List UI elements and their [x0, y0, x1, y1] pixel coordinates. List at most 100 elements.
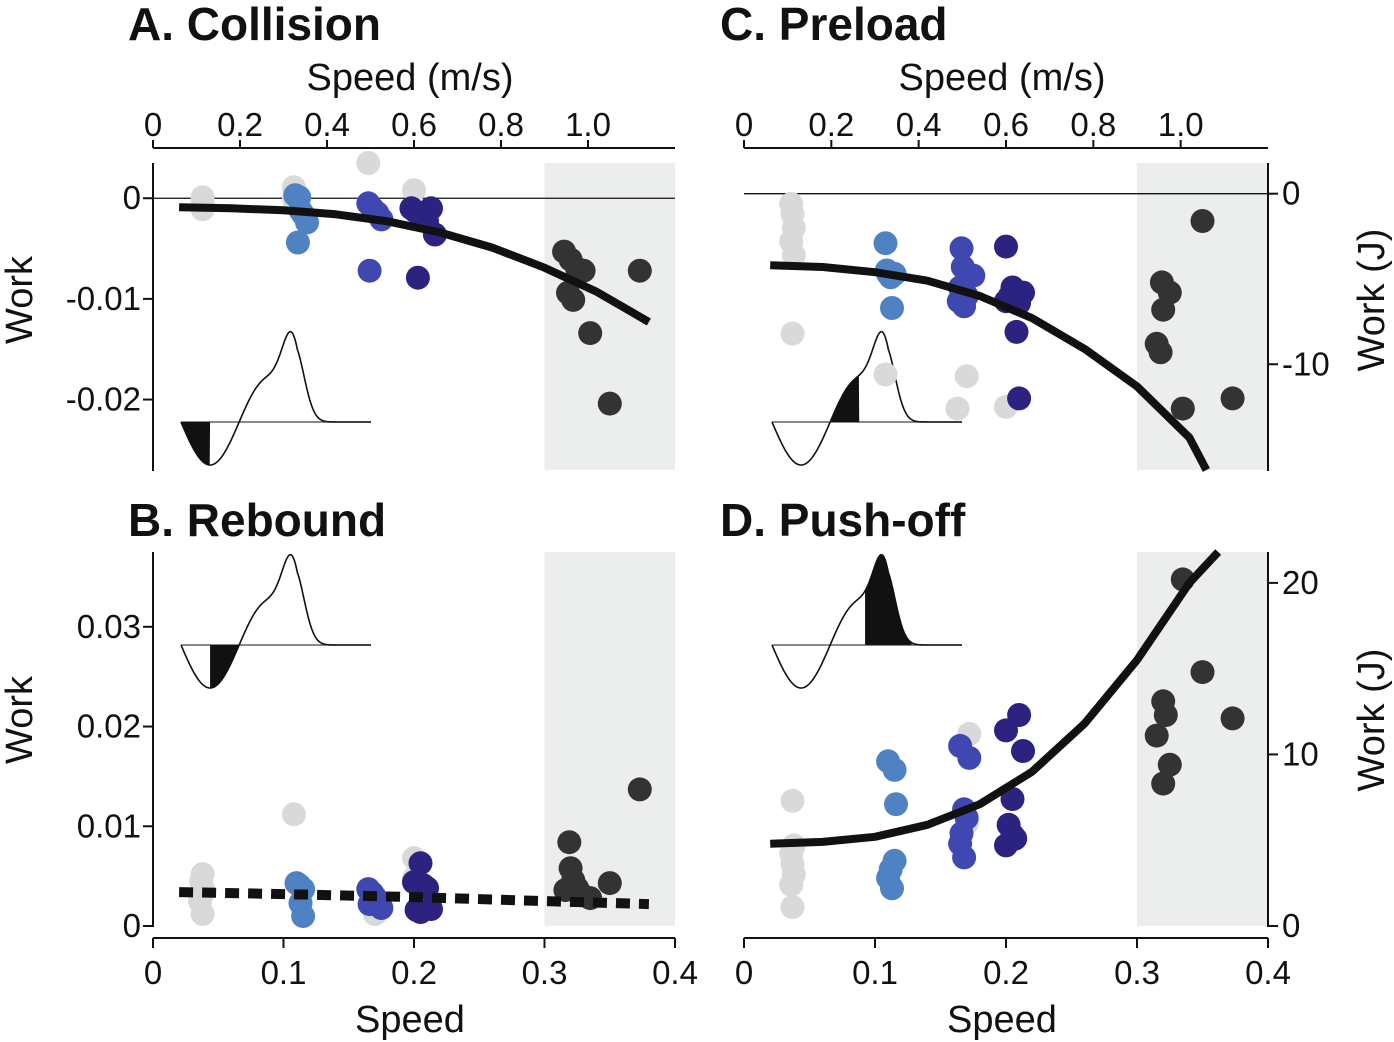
data-point-charcoal: [1190, 209, 1215, 233]
y-tick-label: -0.02: [66, 381, 141, 418]
inset-waveform-collision: [180, 330, 371, 466]
x-tick-label: 0.3: [1114, 954, 1160, 991]
plot-area-rebound: 0 0.01 0.02 0.03 0 0.1 0.2 0.3 0.4: [77, 552, 698, 991]
data-point-charcoal: [1220, 706, 1245, 731]
data-point-dark_blue: [1011, 280, 1035, 305]
data-point-light_gray: [356, 151, 381, 175]
panel-title-collision: A. Collision: [128, 0, 381, 50]
top-tick-label: 0: [735, 106, 753, 143]
panel-collision: A. Collision Speed (m/s) Work 0 -0.01 -0.0…: [0, 0, 675, 471]
y-tick-label: 0: [123, 907, 141, 944]
y-tick-label: 0: [1282, 907, 1300, 944]
data-point-charcoal: [1190, 660, 1215, 685]
data-point-light_gray: [779, 872, 804, 897]
data-point-light_gray: [945, 396, 970, 421]
y-tick-label: 0.02: [77, 708, 141, 745]
inset-highlight-preload: [830, 375, 860, 422]
data-point-dark_blue: [405, 265, 430, 290]
data-point-mid_blue: [952, 294, 977, 319]
panel-title-preload: C. Preload: [720, 0, 948, 50]
top-tick-label: 0.8: [1070, 106, 1116, 143]
y-axis-label-pushoff: Work (J): [1351, 649, 1393, 792]
x-tick-label: 0.4: [1245, 954, 1291, 991]
data-point-light_gray: [402, 178, 426, 203]
fit-curve: [179, 203, 651, 326]
plot-area-preload: 0 -10 0 0.2 0.4 0.6 0.8 1.0: [735, 106, 1330, 472]
top-tick-label: 1.0: [565, 106, 611, 143]
inset-wave-line: [180, 553, 371, 689]
data-point-light_gray: [780, 321, 805, 346]
top-tick-label: 0.8: [478, 106, 524, 143]
inset-waveform-rebound: [180, 553, 371, 689]
data-point-dark_blue: [1004, 319, 1029, 344]
data-point-dark_blue: [408, 851, 433, 876]
x-tick-label: 0: [144, 954, 162, 991]
data-point-charcoal: [1144, 723, 1169, 748]
data-point-light_gray: [281, 802, 306, 827]
top-tick-label: 0.4: [304, 106, 350, 143]
data-point-charcoal: [1170, 396, 1195, 421]
data-point-dark_blue: [994, 718, 1018, 743]
x-tick-label: 0.1: [852, 954, 898, 991]
data-point-mid_blue: [369, 896, 394, 920]
y-tick-label: 10: [1282, 735, 1319, 772]
data-point-charcoal: [627, 777, 652, 802]
top-tick-label: 0: [144, 106, 162, 143]
x-axis-label-pushoff: Speed: [947, 999, 1057, 1041]
data-point-light_gray: [780, 895, 805, 920]
top-tick-label: 1.0: [1158, 106, 1204, 143]
data-point-light_blue: [880, 876, 904, 901]
top-tick-label: 0.2: [217, 106, 263, 143]
inset-wave-line: [771, 553, 962, 689]
inset-waveform-pushoff: [771, 553, 962, 689]
data-point-light_gray: [780, 788, 805, 813]
y-tick-label: 0.01: [77, 807, 141, 844]
inset-wave-line: [180, 330, 371, 466]
inset-highlight-collision: [181, 422, 211, 465]
data-point-dark_blue: [1011, 739, 1035, 763]
data-point-charcoal: [1153, 703, 1178, 727]
panel-title-rebound: B. Rebound: [128, 494, 386, 546]
y-axis-label-collision: Work: [0, 255, 41, 344]
x-tick-label: 0.4: [652, 954, 698, 991]
data-point-mid_blue: [957, 745, 982, 770]
data-point-charcoal: [1157, 280, 1182, 305]
data-point-charcoal: [597, 391, 622, 416]
data-point-charcoal: [578, 321, 603, 346]
plot-area-collision: 0 -0.01 -0.02 0 0.2 0.4 0.6 0.8 1.0: [66, 106, 675, 471]
data-point-charcoal: [571, 258, 596, 283]
x-tick-label: 0.2: [391, 954, 437, 991]
x-axis-label-rebound: Speed: [355, 999, 465, 1041]
top-axis-label-collision: Speed (m/s): [307, 57, 514, 99]
panel-title-pushoff: D. Push-off: [720, 494, 966, 546]
panel-rebound: B. Rebound Work Speed 00.010.020.030 0.1 0…: [0, 494, 698, 1041]
top-tick-label: 0.2: [808, 106, 854, 143]
data-point-charcoal: [1151, 771, 1176, 796]
data-point-charcoal: [557, 830, 582, 855]
fit-curve: [770, 261, 1210, 472]
top-axis-label-preload: Speed (m/s): [899, 57, 1106, 99]
data-point-dark_blue: [1007, 386, 1032, 411]
data-point-mid_blue: [357, 258, 382, 283]
data-point-light_blue: [285, 230, 310, 255]
data-point-light_blue: [884, 792, 908, 817]
data-point-charcoal: [597, 871, 622, 896]
y-axis-label-preload: Work (J): [1351, 229, 1393, 372]
y-tick-label: 0: [1282, 175, 1300, 212]
y-tick-label: 0: [123, 179, 141, 216]
data-point-light_blue: [882, 757, 907, 782]
inset-waveform-preload: [771, 330, 962, 466]
y-tick-label: -0.01: [66, 280, 141, 317]
inset-wave-line: [771, 330, 962, 466]
data-point-dark_blue: [994, 234, 1018, 259]
fit-curve: [770, 549, 1222, 848]
inset-highlight-rebound: [210, 645, 240, 688]
fit-curve: [179, 887, 650, 910]
inset-highlight-pushoff: [865, 554, 912, 645]
panel-preload: C. Preload Speed (m/s) Work (J) 0 -10 0 0.2…: [720, 0, 1393, 472]
y-tick-label: 0.03: [77, 608, 141, 645]
top-tick-label: 0.4: [896, 106, 942, 143]
data-point-light_gray: [873, 362, 898, 387]
